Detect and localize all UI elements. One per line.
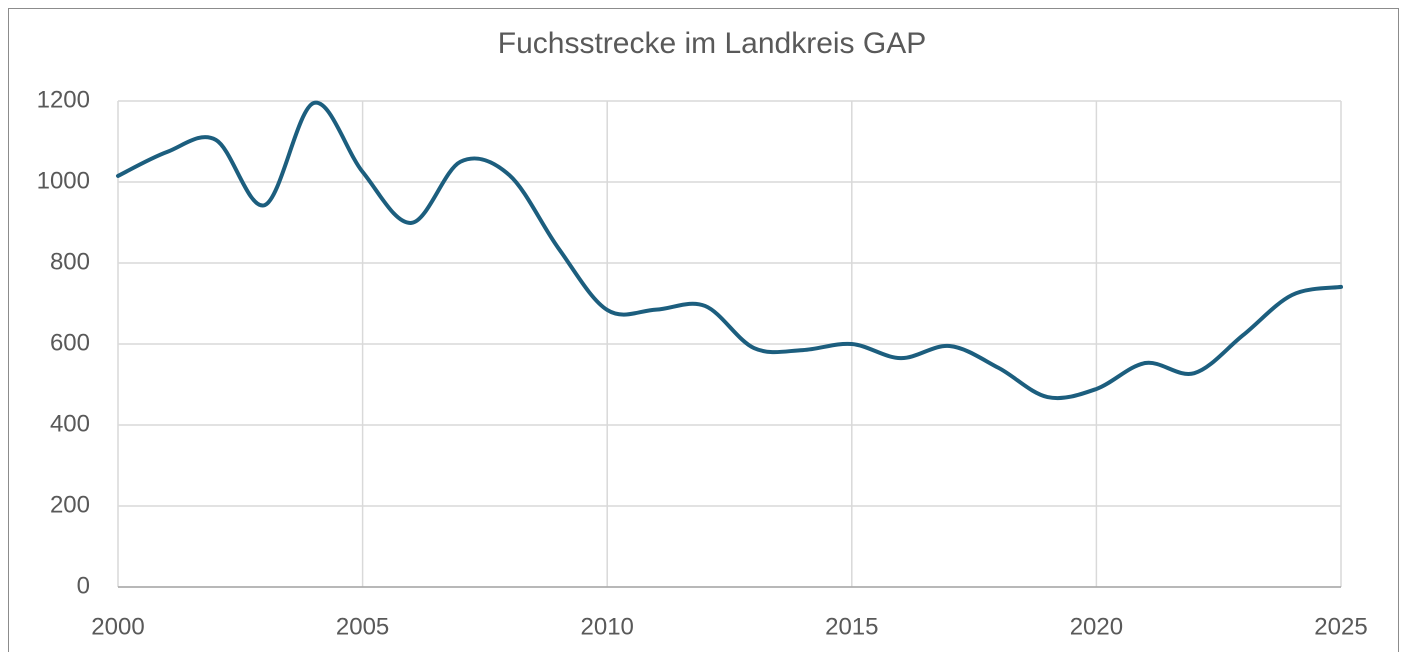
x-tick-label: 2010 <box>581 613 634 640</box>
x-tick-label: 2025 <box>1314 613 1367 640</box>
x-tick-label: 2000 <box>91 613 144 640</box>
y-tick-label: 600 <box>50 329 90 356</box>
y-tick-label: 400 <box>50 410 90 437</box>
chart-title: Fuchsstrecke im Landkreis GAP <box>498 27 926 60</box>
line-series <box>116 101 1343 401</box>
x-tick-label: 2005 <box>336 613 389 640</box>
y-tick-label: 200 <box>50 491 90 518</box>
y-tick-label: 800 <box>50 248 90 275</box>
y-tick-label: 0 <box>77 572 90 599</box>
x-tick-label: 2020 <box>1070 613 1123 640</box>
x-tick-label: 2015 <box>825 613 878 640</box>
y-tick-label: 1000 <box>37 167 90 194</box>
chart-frame <box>8 8 1399 652</box>
y-tick-label: 1200 <box>37 86 90 113</box>
